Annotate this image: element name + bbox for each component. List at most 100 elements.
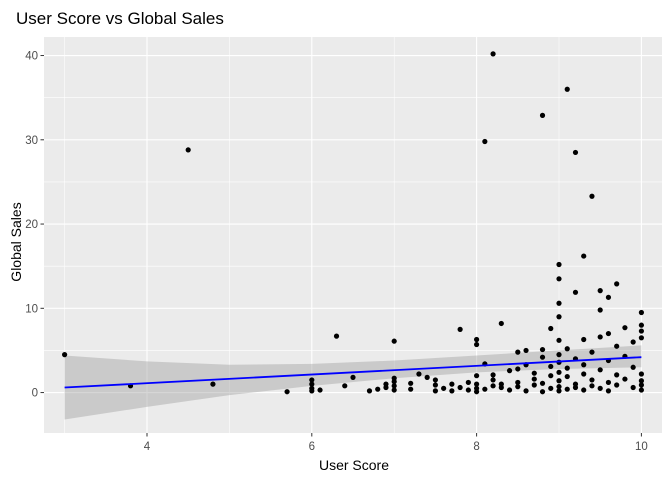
data-point: [539, 389, 546, 395]
data-point: [515, 379, 521, 386]
data-point: [605, 294, 612, 300]
data-point: [449, 388, 455, 394]
x-tick-label: 4: [144, 441, 151, 453]
data-point: [309, 377, 315, 383]
data-point: [539, 354, 546, 360]
data-point: [556, 384, 562, 390]
data-point: [185, 147, 191, 153]
data-point: [523, 347, 529, 354]
data-point: [317, 387, 323, 393]
data-point: [589, 349, 595, 355]
data-point: [383, 381, 389, 387]
data-point: [391, 383, 397, 389]
data-point: [581, 253, 587, 259]
x-axis: 4 6 8 10: [144, 433, 648, 453]
data-point: [564, 86, 570, 92]
data-point: [309, 381, 315, 387]
data-point: [556, 300, 562, 306]
data-point: [597, 385, 603, 391]
data-point: [638, 335, 645, 341]
data-point: [614, 343, 620, 349]
x-tick-label: 10: [635, 441, 648, 453]
data-point: [638, 309, 645, 316]
data-point: [589, 383, 595, 389]
data-point: [622, 376, 628, 382]
data-point: [457, 326, 463, 332]
data-point: [432, 382, 438, 388]
data-point: [539, 380, 546, 386]
data-point: [515, 349, 521, 355]
data-point: [638, 371, 645, 377]
y-tick-label: 30: [25, 135, 38, 147]
data-point: [630, 384, 636, 391]
data-point: [482, 138, 488, 145]
data-point: [556, 276, 562, 282]
y-axis-title: Global Sales: [8, 202, 24, 281]
data-point: [408, 380, 414, 386]
data-point: [548, 363, 554, 370]
data-point: [474, 381, 480, 387]
data-point: [523, 388, 529, 394]
data-point: [630, 339, 636, 345]
data-point: [284, 389, 290, 395]
data-point: [581, 362, 587, 368]
data-point: [548, 325, 554, 332]
data-point: [474, 336, 480, 343]
data-point: [474, 385, 480, 391]
data-point: [531, 370, 537, 376]
data-point: [375, 386, 381, 392]
data-point: [432, 388, 438, 394]
data-point: [581, 371, 587, 377]
data-point: [432, 377, 438, 383]
data-point: [564, 346, 570, 352]
x-tick-label: 6: [309, 441, 315, 453]
major-gridlines: [44, 37, 662, 433]
data-point: [482, 386, 488, 392]
data-point: [630, 364, 636, 370]
data-point: [490, 51, 496, 57]
data-point: [548, 385, 554, 391]
data-point: [490, 377, 496, 383]
data-point: [564, 373, 570, 380]
data-point: [531, 382, 537, 388]
data-point: [539, 112, 546, 118]
data-point: [210, 381, 216, 387]
data-point: [638, 378, 645, 384]
data-point: [391, 338, 397, 344]
data-point: [556, 378, 562, 384]
data-point: [614, 281, 620, 287]
data-point: [614, 382, 620, 388]
data-point: [605, 330, 612, 337]
data-point: [556, 261, 562, 268]
y-tick-label: 0: [32, 388, 38, 400]
data-point: [572, 384, 579, 391]
data-point: [556, 369, 562, 375]
data-point: [424, 374, 430, 380]
y-axis: 0 10 20 30 40: [25, 51, 44, 400]
y-tick-label: 10: [25, 303, 38, 315]
data-point: [622, 325, 628, 331]
data-point: [333, 333, 340, 339]
data-point: [366, 388, 373, 394]
chart-title: User Score vs Global Sales: [16, 9, 224, 28]
data-point: [638, 387, 645, 393]
data-point: [498, 320, 504, 327]
data-point: [391, 375, 397, 381]
data-point: [556, 388, 562, 394]
data-point: [638, 382, 645, 388]
data-point: [490, 372, 496, 378]
data-point: [548, 373, 554, 379]
data-point: [416, 371, 422, 377]
data-point: [408, 386, 414, 392]
data-point: [572, 149, 579, 156]
data-point: [465, 387, 471, 393]
data-point: [474, 341, 480, 348]
data-point: [457, 384, 463, 391]
data-point: [506, 387, 513, 393]
x-axis-title: User Score: [319, 457, 389, 473]
data-point: [309, 385, 315, 391]
data-point: [564, 386, 570, 392]
data-point: [342, 383, 348, 389]
data-point: [531, 376, 537, 382]
